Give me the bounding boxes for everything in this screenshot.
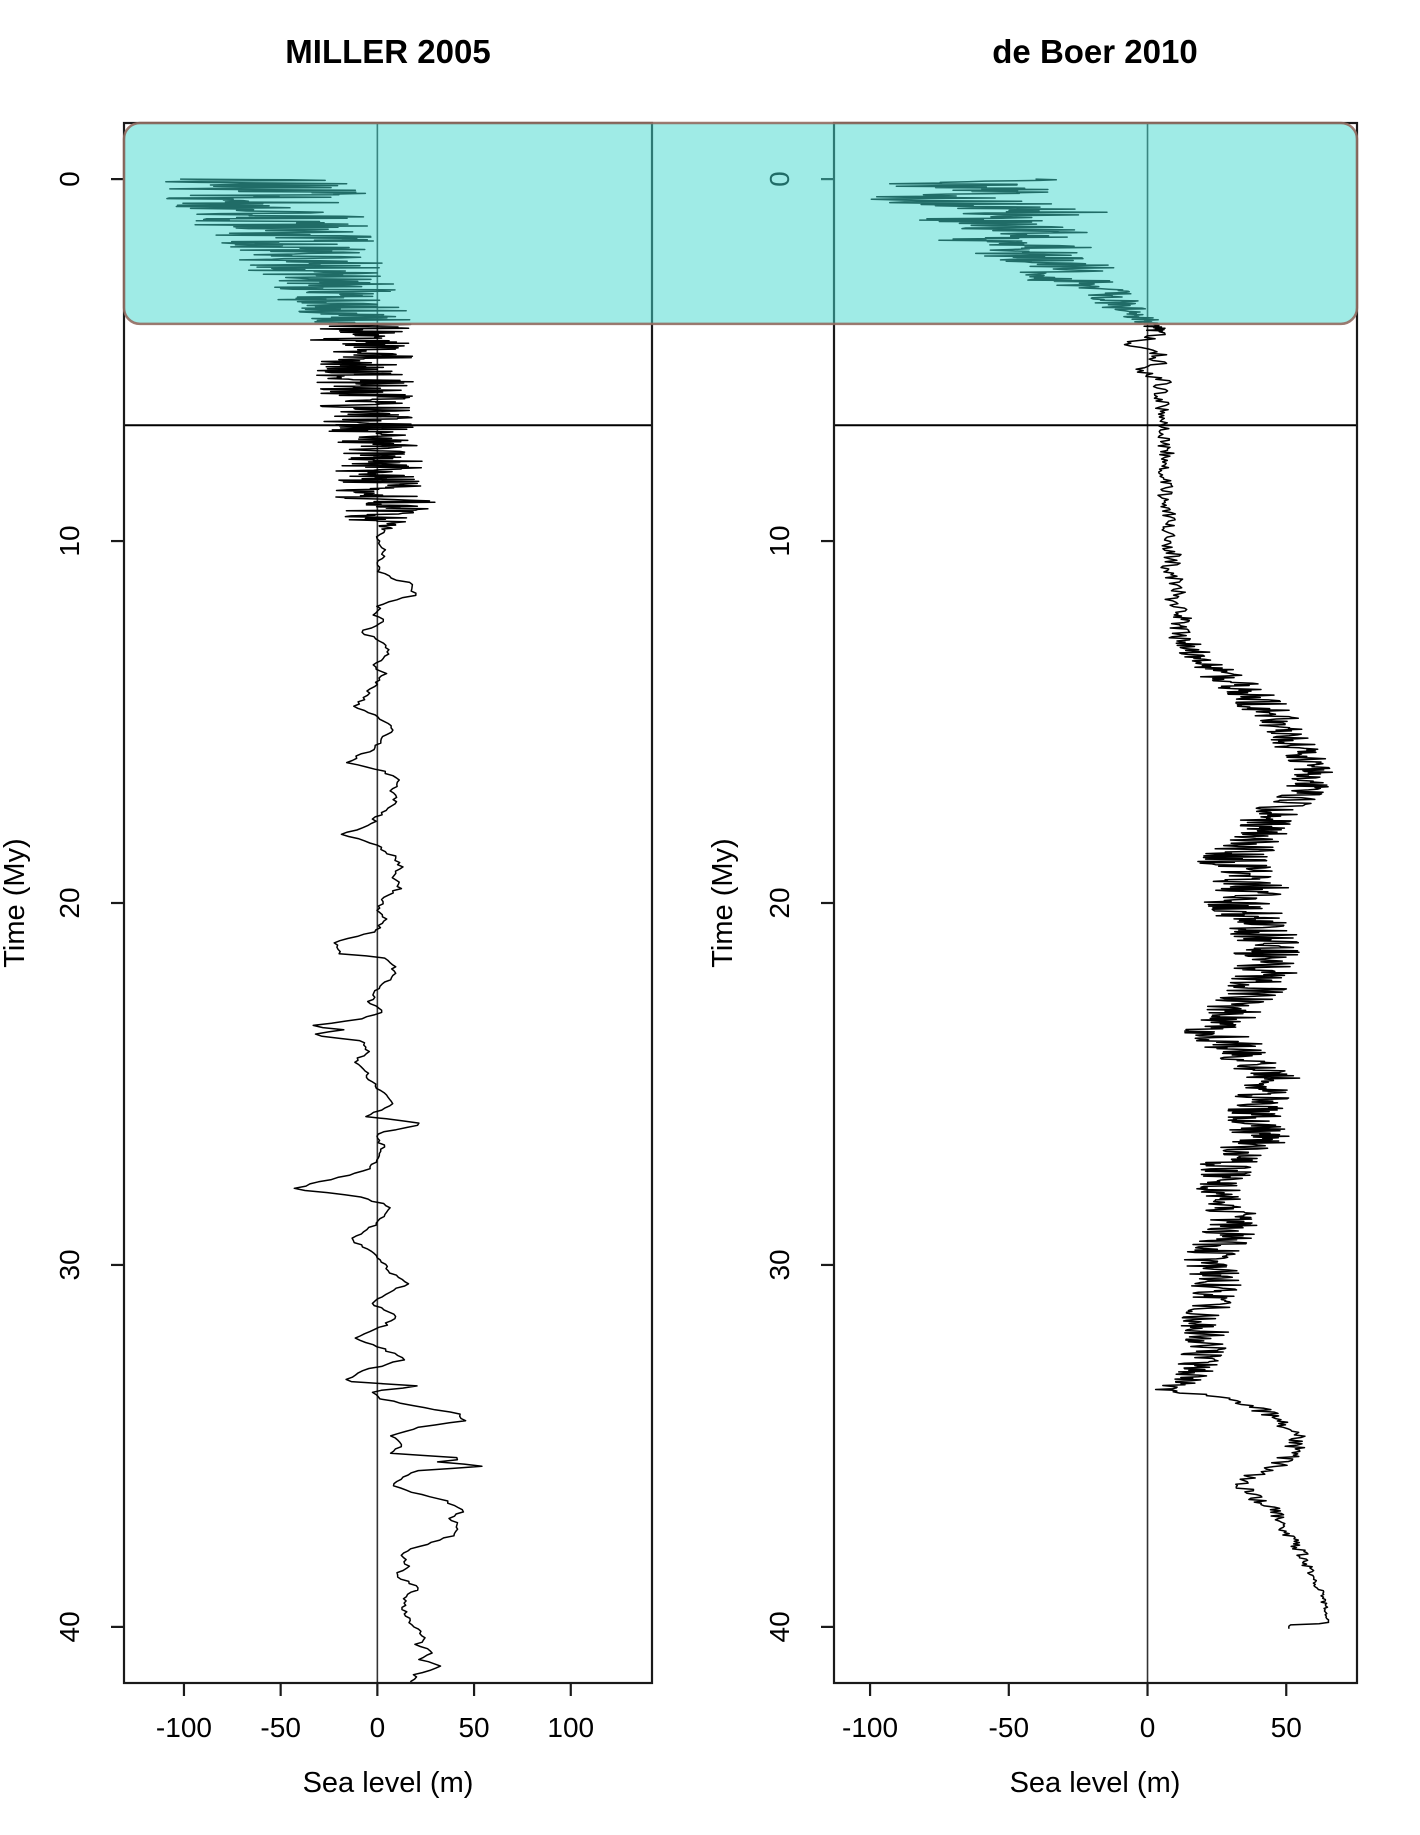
right-x-axis-title: Sea level (m) — [1010, 1767, 1181, 1799]
x-tick-label: -100 — [156, 1712, 212, 1743]
panel-miller: -100 -50 0 50 100 0 10 20 30 40 — [54, 121, 654, 1743]
y-tick-label: 30 — [54, 1249, 85, 1280]
y-tick-label: 0 — [54, 171, 85, 187]
x-tick-label: 50 — [1271, 1712, 1302, 1743]
y-tick-label: 30 — [764, 1249, 795, 1280]
y-tick-label: 20 — [54, 887, 85, 918]
y-tick-label: 10 — [764, 525, 795, 556]
x-tick-label: -50 — [260, 1712, 300, 1743]
series-line-de-boer-2010 — [870, 178, 1334, 1629]
right-panel-title: de Boer 2010 — [992, 33, 1197, 70]
x-tick-label: 50 — [458, 1712, 489, 1743]
highlight-band-layer — [122, 121, 1359, 326]
left-y-axis-title: Time (My) — [0, 838, 31, 967]
y-tick-label: 40 — [54, 1611, 85, 1642]
panels-layer: -100-50050100010203040-100-5005001020304… — [54, 121, 1359, 1743]
plot-box — [832, 121, 1359, 1685]
y-tick-label: 40 — [764, 1611, 795, 1642]
highlight-band — [122, 121, 1359, 326]
right-y-axis-title: Time (My) — [707, 838, 739, 967]
x-tick-label: -100 — [842, 1712, 898, 1743]
x-tick-label: 100 — [547, 1712, 594, 1743]
left-x-axis-title: Sea level (m) — [303, 1767, 474, 1799]
left-panel-title: MILLER 2005 — [285, 33, 490, 70]
panel-deboer: -100-50050010203040 — [764, 121, 1359, 1743]
x-tick-label: 0 — [1140, 1712, 1156, 1743]
x-tick-label: -50 — [989, 1712, 1029, 1743]
x-tick-label: 0 — [370, 1712, 386, 1743]
y-tick-label: 20 — [764, 887, 795, 918]
series-line-miller-2005 — [165, 178, 483, 1683]
y-tick-label: 10 — [54, 525, 85, 556]
